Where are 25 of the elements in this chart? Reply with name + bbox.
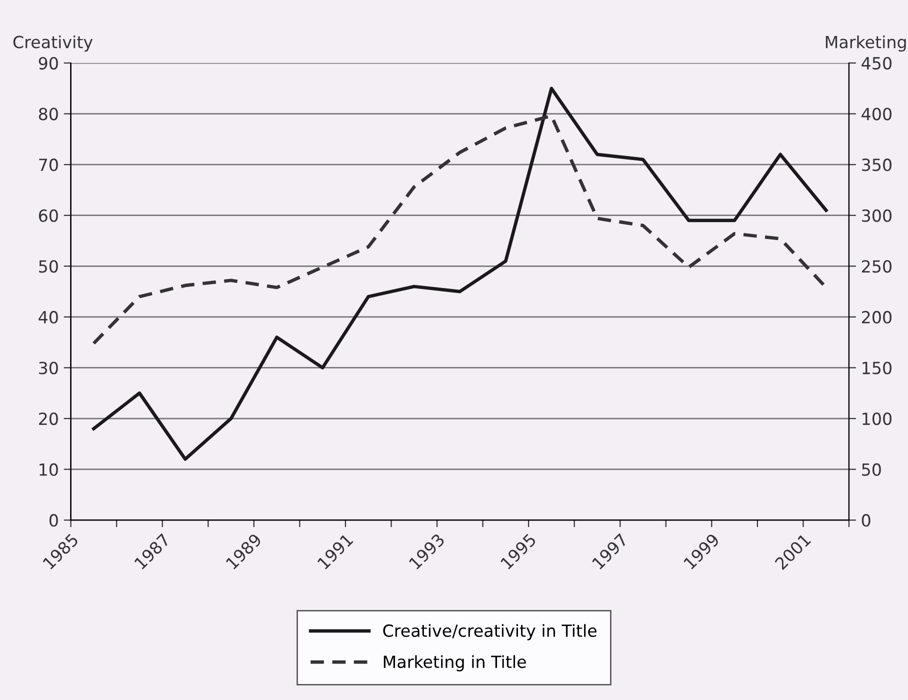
y2-tick-label: 250 bbox=[862, 260, 892, 273]
y-tick-label: 80 bbox=[38, 108, 58, 120]
y-tick-label: 20 bbox=[39, 412, 58, 426]
legend-label: Marketing in Title bbox=[384, 655, 526, 672]
y-tick-label: 90 bbox=[38, 56, 58, 70]
y2-tick-label: 0 bbox=[862, 514, 870, 527]
y-tick-label: 0 bbox=[50, 514, 58, 527]
y2-axis-title: Marketing bbox=[826, 35, 906, 52]
y2-tick-label: 100 bbox=[862, 412, 892, 426]
y-axis-title: Creativity bbox=[13, 35, 93, 52]
y2-tick-label: 200 bbox=[862, 310, 892, 324]
y2-tick-label: 50 bbox=[862, 463, 881, 476]
legend-label: Creative/creativity in Title bbox=[383, 624, 597, 640]
y-tick-label: 40 bbox=[38, 310, 58, 324]
y-tick-label: 60 bbox=[38, 209, 58, 222]
y-tick-label: 10 bbox=[40, 463, 58, 476]
line-series bbox=[92, 86, 828, 461]
y-tick-label: 30 bbox=[39, 362, 58, 374]
y2-tick-label: 350 bbox=[862, 158, 892, 172]
y2-tick-label: 150 bbox=[862, 362, 892, 374]
y-tick-label: 50 bbox=[39, 260, 58, 273]
y2-tick-label: 450 bbox=[862, 56, 892, 70]
y2-tick-label: 300 bbox=[862, 209, 892, 222]
y-tick-label: 70 bbox=[39, 158, 58, 172]
y2-tick-label: 400 bbox=[862, 108, 892, 120]
